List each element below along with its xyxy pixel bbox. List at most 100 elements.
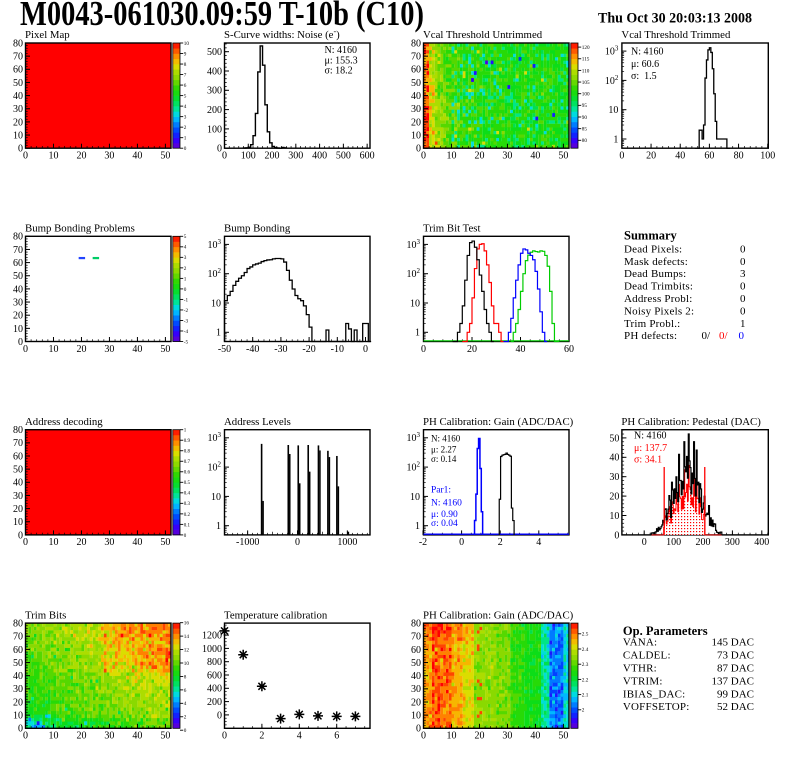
svg-text:0.8: 0.8 [184,450,191,455]
svg-text:CALDEL:: CALDEL: [623,650,671,662]
svg-text:52 DAC: 52 DAC [717,701,754,713]
svg-text:0.1: 0.1 [184,523,191,528]
svg-text:30: 30 [104,537,114,548]
svg-text:2: 2 [184,266,187,272]
svg-text:40: 40 [411,671,421,682]
svg-text:20: 20 [609,492,619,503]
svg-text:20: 20 [467,344,477,355]
svg-text:3: 3 [184,255,187,261]
svg-text:10: 10 [211,298,221,309]
svg-text:20: 20 [411,697,421,708]
svg-text:0: 0 [619,151,624,162]
svg-text:Address Probl:: Address Probl: [624,293,693,305]
svg-text:50: 50 [160,151,170,162]
svg-text:200: 200 [696,537,711,548]
svg-text:300: 300 [725,537,740,548]
svg-text:100: 100 [582,92,590,98]
svg-text:120: 120 [582,45,590,51]
svg-text:10: 10 [49,151,59,162]
svg-text:60: 60 [13,65,23,76]
svg-text:0: 0 [740,243,746,255]
svg-text:0: 0 [739,330,745,342]
svg-text:-1000: -1000 [236,537,259,548]
svg-text:6: 6 [184,83,187,89]
svg-text:Pixel Map: Pixel Map [25,29,70,41]
svg-text:40: 40 [411,91,421,102]
svg-text:99 DAC: 99 DAC [717,688,754,700]
svg-text:Dead Trimbits:: Dead Trimbits: [624,281,693,293]
svg-text:60: 60 [704,151,714,162]
svg-text:0.3: 0.3 [184,502,191,507]
svg-text:40: 40 [13,671,23,682]
svg-text:14: 14 [184,634,190,640]
svg-text:80: 80 [13,38,23,49]
svg-text:Op. Parameters: Op. Parameters [623,624,708,638]
svg-text:0: 0 [23,537,28,548]
svg-text:50: 50 [13,271,23,282]
svg-text:10: 10 [411,711,421,722]
svg-text:80: 80 [13,232,23,243]
svg-text:20: 20 [411,117,421,128]
svg-text:Summary: Summary [624,229,678,243]
svg-text:-50: -50 [218,344,231,355]
svg-text:1: 1 [184,276,187,282]
svg-text:2.1: 2.1 [582,693,589,699]
svg-text:40: 40 [132,731,142,742]
svg-text:70: 70 [411,52,421,63]
svg-text:80: 80 [13,619,23,630]
svg-text:1000: 1000 [337,537,357,548]
svg-text:70: 70 [411,632,421,643]
svg-text:20: 20 [77,537,87,548]
svg-text:0: 0 [416,724,421,735]
svg-text:10: 10 [410,298,420,309]
svg-text:100: 100 [666,537,681,548]
svg-text:30: 30 [13,104,23,115]
svg-text:800: 800 [207,657,222,668]
svg-text:8: 8 [184,62,187,68]
svg-text:-4: -4 [184,329,189,335]
svg-text:0: 0 [23,731,28,742]
svg-text:105: 105 [582,80,590,86]
svg-text:40: 40 [13,91,23,102]
svg-text:10: 10 [13,517,23,528]
svg-text:40: 40 [132,151,142,162]
svg-text:50: 50 [13,465,23,476]
svg-text:N: 4160: N: 4160 [634,431,667,442]
svg-text:0: 0 [740,256,746,268]
svg-text:0: 0 [740,305,746,317]
svg-text:0.6: 0.6 [184,471,191,476]
svg-text:40: 40 [13,284,23,295]
svg-text:80: 80 [13,425,23,436]
svg-text:2.4: 2.4 [582,647,589,653]
svg-text:10: 10 [49,731,59,742]
svg-text:30: 30 [502,731,512,742]
svg-text:90: 90 [582,115,588,121]
svg-text:30: 30 [104,151,114,162]
svg-text:μ: 137.7: μ: 137.7 [634,443,667,454]
svg-text:σ: 0.04: σ: 0.04 [431,519,458,529]
svg-text:μ: 2.27: μ: 2.27 [431,444,457,454]
svg-text:0: 0 [18,144,23,155]
svg-text:30: 30 [13,297,23,308]
svg-text:3: 3 [184,115,187,121]
svg-text:μ: 155.3: μ: 155.3 [325,56,358,67]
svg-text:2: 2 [184,715,187,721]
svg-text:PH Calibration: Gain (ADC/DAC): PH Calibration: Gain (ADC/DAC) [423,609,574,621]
svg-text:IBIAS_DAC:: IBIAS_DAC: [623,688,686,700]
svg-text:0.5: 0.5 [184,481,191,486]
svg-text:Trim Bits: Trim Bits [25,609,66,621]
svg-text:2: 2 [582,708,585,714]
svg-text:73 DAC: 73 DAC [717,650,754,662]
svg-text:40: 40 [530,151,540,162]
svg-text:10: 10 [49,537,59,548]
svg-text:145 DAC: 145 DAC [712,637,754,649]
svg-text:137 DAC: 137 DAC [712,675,754,687]
svg-text:50: 50 [160,344,170,355]
svg-text:0: 0 [614,530,619,541]
svg-text:400: 400 [207,684,222,695]
svg-text:10: 10 [184,41,190,47]
svg-text:0/: 0/ [701,330,711,342]
svg-text:2.5: 2.5 [582,632,589,638]
svg-text:1200: 1200 [202,631,222,642]
svg-text:10: 10 [13,130,23,141]
